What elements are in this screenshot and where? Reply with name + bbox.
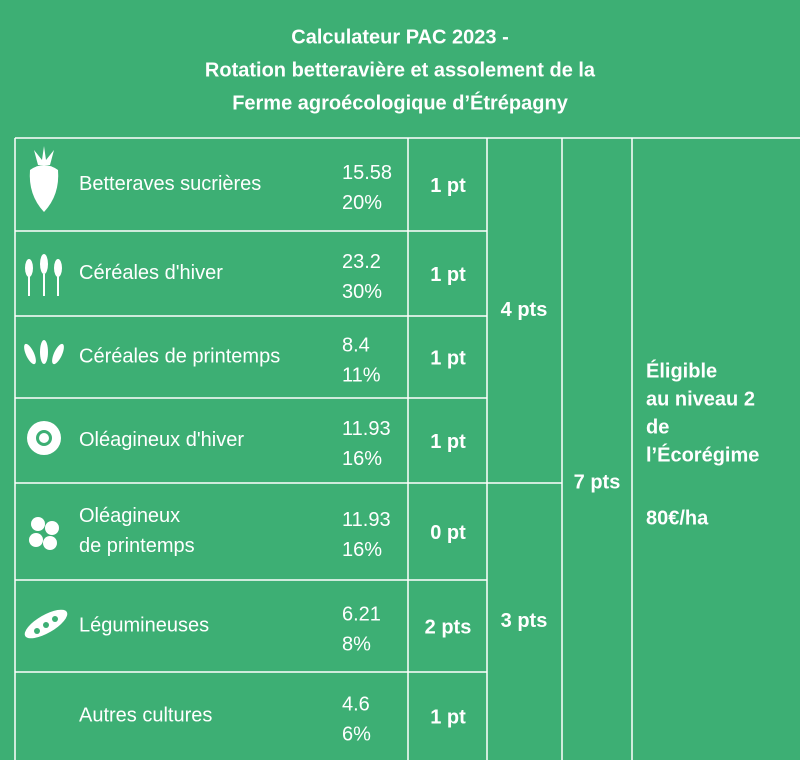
title-line: Ferme agroécologique d’Étrépagny [232,91,569,114]
area-value: 23.2 [342,251,381,273]
payment: 80€/ha [646,507,709,529]
group-points: 4 pts [501,299,548,321]
eligibility-line: au niveau 2 [646,388,755,410]
beet-icon [29,165,59,212]
pea-icon [24,609,68,639]
crop-name: Céréales de printemps [79,345,280,367]
crop-points: 0 pt [430,522,466,544]
sunflower-icon [27,421,61,455]
icons [24,146,68,639]
eligibility-line: de [646,416,669,438]
beet-leaves [34,146,54,165]
area-value: 4.6 [342,693,370,715]
crop-points: 1 pt [430,264,466,286]
crop-points: 1 pt [430,431,466,453]
crop-points: 1 pt [430,347,466,369]
title-line: Rotation betteravière et assolement de l… [205,59,596,81]
crop-name: Légumineuses [79,614,209,636]
area-value: 6.21 [342,603,381,625]
crop-points: 1 pt [430,706,466,728]
area-value: 15.58 [342,162,392,184]
area-value: 8.4 [342,334,370,356]
share-value: 8% [342,633,371,655]
total-points: 7 pts [574,471,621,493]
share-value: 16% [342,539,382,561]
share-value: 11% [342,364,381,386]
crop-name: de printemps [79,535,195,557]
crop-name: Oléagineux d'hiver [79,429,244,451]
flower-icon [29,517,59,550]
area-value: 11.93 [342,418,391,440]
title-line: Calculateur PAC 2023 - [291,26,509,48]
share-value: 20% [342,192,382,214]
spring-cereal-icon [24,340,64,365]
share-value: 6% [342,723,371,745]
share-value: 16% [342,448,382,470]
crop-points: 1 pt [430,175,466,197]
eligibility-line: l’Écorégime [646,443,759,466]
area-value: 11.93 [342,509,391,531]
eligibility-line: Éligible [646,359,717,382]
share-value: 30% [342,281,382,303]
crop-points: 2 pts [425,616,472,638]
crop-name: Betteraves sucrières [79,173,261,195]
group-points: 3 pts [501,610,548,632]
crop-name: Oléagineux [79,505,180,527]
wheat-icon [25,254,62,296]
crop-name: Céréales d'hiver [79,262,223,284]
crop-name: Autres cultures [79,704,212,726]
